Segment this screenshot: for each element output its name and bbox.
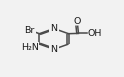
Text: H₂N: H₂N [21,43,39,52]
Text: Br: Br [25,26,35,35]
Text: N: N [50,24,57,33]
Text: OH: OH [87,29,102,38]
Text: O: O [73,17,81,26]
Text: N: N [50,45,57,54]
